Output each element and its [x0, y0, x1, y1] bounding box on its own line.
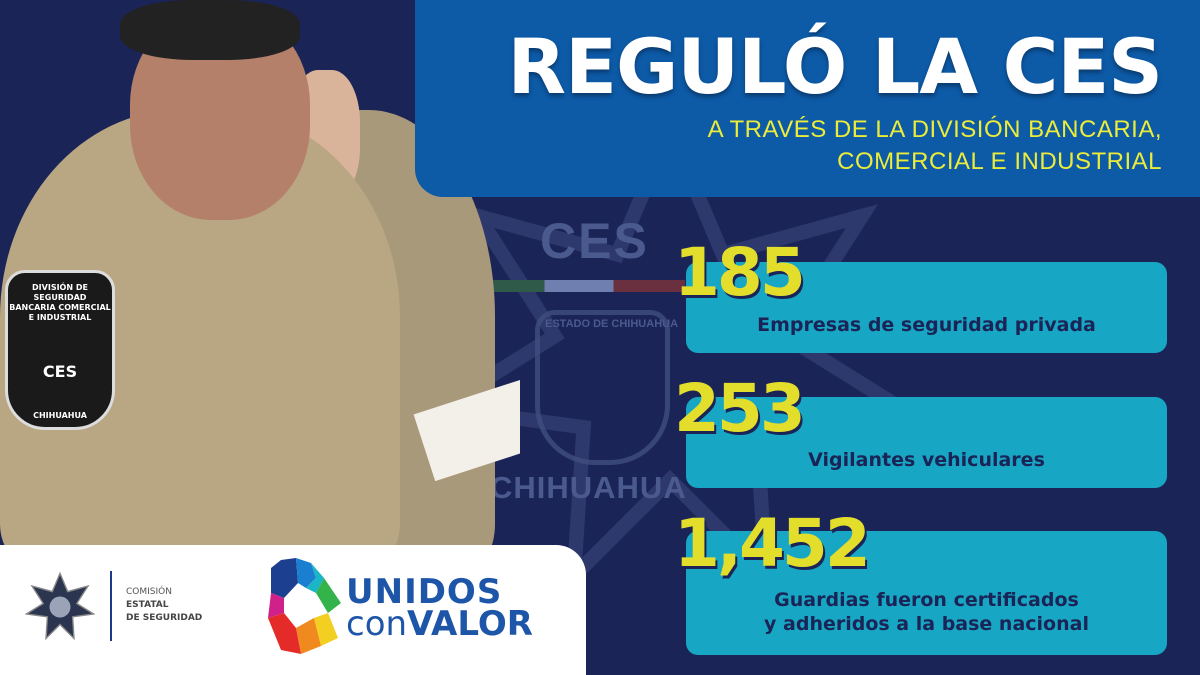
watermark-ces: CES [540, 213, 649, 269]
org-line-2: ESTATAL [126, 600, 169, 610]
org-line-3: DE SEGURIDAD [126, 613, 203, 623]
watermark-stripe [475, 280, 685, 292]
brand-con: con [346, 604, 408, 644]
stat-card-companies [686, 262, 1167, 353]
subtitle-line-1: A TRAVÉS DE LA DIVISIÓN BANCARIA, [707, 116, 1162, 143]
stat-label: Vigilantes vehiculares [808, 449, 1045, 471]
brand-valor: VALOR [407, 604, 533, 644]
star-badge-watermark-icon [430, 120, 910, 595]
patch-line: DIVISIÓN DE SEGURIDAD [32, 283, 88, 302]
org-line-1: COMISIÓN [126, 587, 172, 597]
stat-label-line-2: y adheridos a la base nacional [764, 613, 1089, 635]
logo-divider [110, 571, 112, 641]
stat-value: 253 [674, 370, 806, 447]
patch-line: E INDUSTRIAL [28, 313, 92, 322]
stat-label-line-1: Guardias fueron certificados [774, 589, 1079, 611]
patch-city: CHIHUAHUA [33, 411, 87, 420]
watermark-badge-text: ESTADO DE CHIHUAHUA [545, 318, 679, 330]
stat-card-vehicles [686, 397, 1167, 488]
stat-value: 185 [674, 234, 806, 311]
shield-watermark-icon [535, 310, 670, 465]
brand-con-valor: conVALOR [346, 604, 533, 644]
chihuahua-map-logo-icon [268, 558, 341, 654]
ces-patch: DIVISIÓN DE SEGURIDAD BANCARIA COMERCIAL… [5, 270, 115, 430]
stat-value: 1,452 [674, 505, 871, 582]
stat-card-guards [686, 531, 1167, 655]
stat-label: Empresas de seguridad privada [757, 314, 1096, 336]
subtitle-line-2: COMERCIAL E INDUSTRIAL [837, 148, 1162, 175]
page-title: REGULÓ LA CES [507, 22, 1163, 111]
header-banner [415, 0, 1200, 197]
ces-star-logo-icon [25, 572, 95, 641]
brand-unidos: UNIDOS [346, 572, 503, 612]
patch-ces: CES [42, 362, 78, 381]
watermark-chihuahua: CHIHUAHUA [490, 470, 687, 505]
officers-photo: DIVISIÓN DE SEGURIDAD BANCARIA COMERCIAL… [0, 0, 520, 560]
patch-line: BANCARIA COMERCIAL [9, 303, 111, 312]
